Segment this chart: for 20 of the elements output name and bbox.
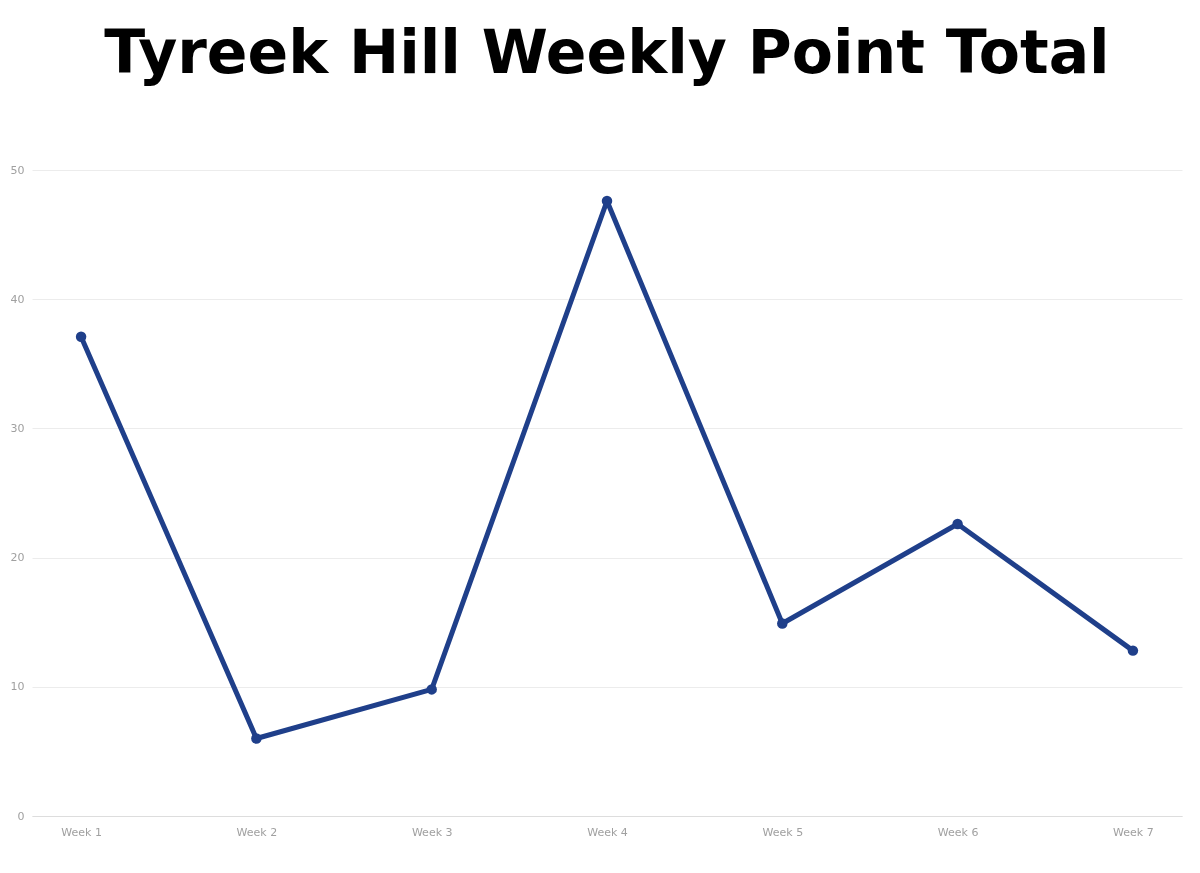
chart-title: Tyreek Hill Weekly Point Total xyxy=(104,17,1110,87)
x-tick-label: Week 4 xyxy=(587,825,628,839)
x-tick-label: Week 5 xyxy=(762,825,804,839)
y-tick-label: 40 xyxy=(10,292,25,306)
y-tick-label: 10 xyxy=(10,680,25,694)
x-tick-label: Week 7 xyxy=(1113,825,1154,839)
point xyxy=(952,518,963,530)
point xyxy=(75,331,87,342)
point xyxy=(251,733,262,744)
point xyxy=(1127,645,1139,656)
y-tick-label: 50 xyxy=(10,163,25,177)
x-tick-label: Week 3 xyxy=(411,825,453,839)
y-tick-label: 0 xyxy=(17,809,25,823)
x-tick-label: Week 6 xyxy=(937,825,979,839)
y-tick-label: 20 xyxy=(10,551,25,565)
y-tick-label: 30 xyxy=(10,421,25,435)
point xyxy=(426,684,437,695)
x-tick-label: Week 2 xyxy=(236,825,278,839)
point xyxy=(777,618,788,629)
x-tick-label: Week 1 xyxy=(61,825,102,839)
